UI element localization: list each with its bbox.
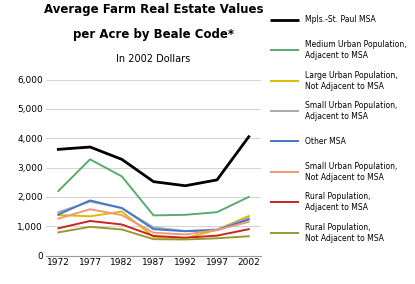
Text: Large Urban Population,
Not Adjacent to MSA: Large Urban Population, Not Adjacent to … bbox=[305, 71, 398, 91]
Text: Rural Population,
Not Adjacent to MSA: Rural Population, Not Adjacent to MSA bbox=[305, 223, 384, 243]
Text: Small Urban Population,
Not Adjacent to MSA: Small Urban Population, Not Adjacent to … bbox=[305, 162, 398, 182]
Text: Other MSA: Other MSA bbox=[305, 137, 346, 146]
Text: Average Farm Real Estate Values: Average Farm Real Estate Values bbox=[44, 3, 263, 16]
Text: Mpls.-St. Paul MSA: Mpls.-St. Paul MSA bbox=[305, 15, 376, 24]
Text: In 2002 Dollars: In 2002 Dollars bbox=[117, 54, 190, 64]
Text: Small Urban Population,
Adjacent to MSA: Small Urban Population, Adjacent to MSA bbox=[305, 101, 398, 121]
Text: per Acre by Beale Code*: per Acre by Beale Code* bbox=[73, 28, 234, 41]
Text: Medium Urban Population,
Adjacent to MSA: Medium Urban Population, Adjacent to MSA bbox=[305, 40, 407, 60]
Text: Rural Population,
Adjacent to MSA: Rural Population, Adjacent to MSA bbox=[305, 192, 371, 212]
